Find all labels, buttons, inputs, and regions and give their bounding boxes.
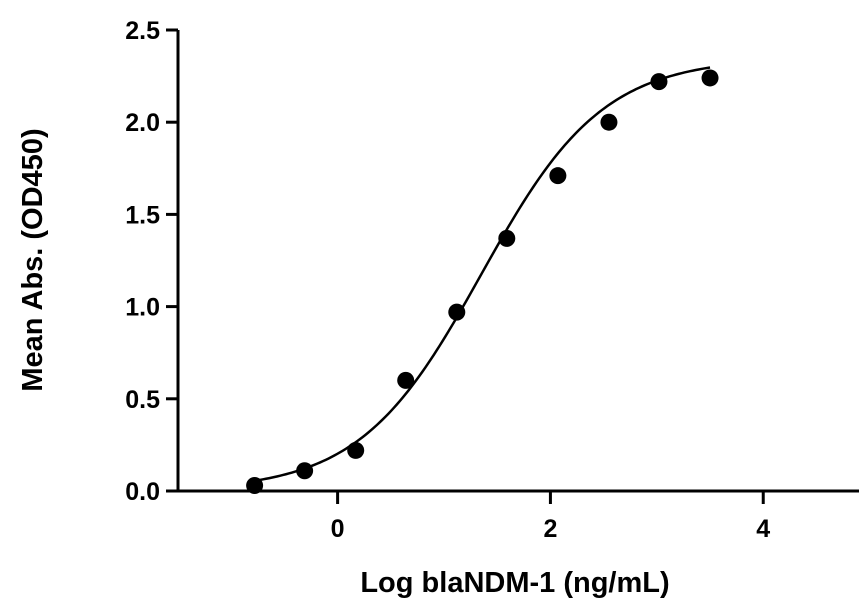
y-ticks: 0.0 0.5 1.0 1.5 2.0 2.5 xyxy=(125,17,178,506)
data-point xyxy=(549,167,567,185)
data-point xyxy=(600,113,618,131)
y-tick-label: 2.5 xyxy=(125,17,160,45)
data-point xyxy=(701,69,719,87)
data-point xyxy=(448,303,466,321)
data-point xyxy=(296,462,314,480)
y-axis-title: Mean Abs. (OD450) xyxy=(17,128,49,391)
x-tick-label: 0 xyxy=(331,515,345,543)
y-tick-label: 0.5 xyxy=(125,386,160,414)
y-tick-label: 1.0 xyxy=(125,294,160,322)
axes xyxy=(176,30,859,493)
fit-curve xyxy=(254,66,711,483)
data-points xyxy=(246,69,719,494)
data-point xyxy=(498,229,516,247)
x-ticks: 0 2 4 xyxy=(331,491,770,543)
data-point xyxy=(397,371,415,389)
x-tick-label: 4 xyxy=(756,515,770,543)
data-point xyxy=(650,73,668,91)
x-tick-label: 2 xyxy=(543,515,557,543)
y-tick-label: 2.0 xyxy=(125,109,160,137)
y-tick-label: 1.5 xyxy=(125,201,160,229)
x-axis-title: Log blaNDM-1 (ng/mL) xyxy=(360,567,669,598)
y-tick-label: 0.0 xyxy=(125,478,160,506)
data-point xyxy=(246,476,264,494)
data-point xyxy=(347,441,365,459)
